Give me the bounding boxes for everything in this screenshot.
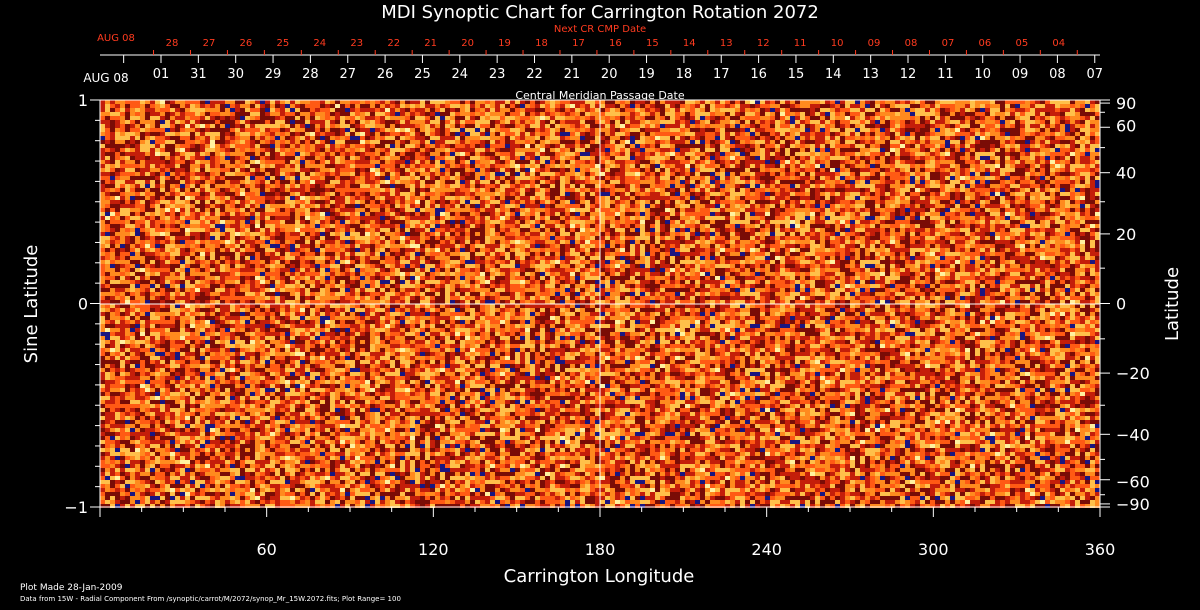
next-cmp-date-label: 16 xyxy=(609,38,622,49)
next-cmp-date-label: 28 xyxy=(166,38,179,49)
data-source-note: Data from 15W - Radial Component From /s… xyxy=(20,595,401,603)
y-tick-label-right: 60 xyxy=(1116,116,1136,135)
cmp-date-label: 26 xyxy=(377,67,394,82)
cmp-date-label: 12 xyxy=(900,67,917,82)
next-cmp-date-label: 13 xyxy=(720,38,733,49)
next-cmp-date-label: 19 xyxy=(498,38,511,49)
x-tick-label: 300 xyxy=(918,540,949,559)
next-cmp-date-label: 18 xyxy=(535,38,548,49)
cmp-date-label: 31 xyxy=(190,67,207,82)
cmp-date-label: 27 xyxy=(339,67,356,82)
cmp-date-label: 11 xyxy=(937,67,954,82)
cmp-date-label: 29 xyxy=(265,67,282,82)
cmp-date-label: 18 xyxy=(676,67,693,82)
next-cmp-date-label: 17 xyxy=(572,38,585,49)
y-tick-label-right: −60 xyxy=(1116,473,1150,492)
next-cmp-date-label: 04 xyxy=(1052,38,1065,49)
next-cmp-date-label: 11 xyxy=(794,38,807,49)
heatmap-cells xyxy=(100,100,1100,508)
cmp-date-label: 21 xyxy=(564,67,581,82)
next-cmp-date-label: 22 xyxy=(387,38,400,49)
cmp-date-label: 14 xyxy=(825,67,842,82)
cmp-date-label: 30 xyxy=(227,67,244,82)
next-cmp-date-label: 23 xyxy=(350,38,363,49)
next-cmp-date-label: 25 xyxy=(276,38,289,49)
cmp-date-label: 25 xyxy=(414,67,431,82)
cmp-date-label: 16 xyxy=(750,67,767,82)
y-tick-label-left: 0 xyxy=(78,295,88,314)
next-cmp-first-label: AUG 08 xyxy=(97,33,135,44)
next-cmp-date-label: 07 xyxy=(942,38,955,49)
y-tick-label-right: −90 xyxy=(1116,495,1150,514)
cmp-first-label: AUG 08 xyxy=(83,71,128,85)
y-tick-label-right: −20 xyxy=(1116,364,1150,383)
x-tick-label: 180 xyxy=(585,540,616,559)
next-cmp-date-label: 12 xyxy=(757,38,770,49)
y-tick-label-right: 40 xyxy=(1116,164,1136,183)
y-tick-label-right: −40 xyxy=(1116,425,1150,444)
cmp-date-label: 07 xyxy=(1086,67,1103,82)
cmp-date-label: 15 xyxy=(788,67,805,82)
top-axis-title: Central Meridian Passage Date xyxy=(515,89,684,102)
chart-title: MDI Synoptic Chart for Carrington Rotati… xyxy=(381,2,819,23)
next-cmp-date-label: 05 xyxy=(1015,38,1028,49)
y-tick-label-left: 1 xyxy=(78,91,88,110)
cmp-date-label: 13 xyxy=(862,67,879,82)
x-axis-label: Carrington Longitude xyxy=(504,566,695,587)
cmp-date-label: 08 xyxy=(1049,67,1066,82)
axes: 60 120 180 240 300 36010−1906040200−20−40−60−… xyxy=(64,38,1149,559)
cmp-date-label: 01 xyxy=(153,67,170,82)
plot-made-note: Plot Made 28-Jan-2009 xyxy=(20,583,123,593)
y-tick-label-right: 0 xyxy=(1116,295,1126,314)
next-cmp-date-label: 20 xyxy=(461,38,474,49)
cmp-date-label: 28 xyxy=(302,67,319,82)
y-tick-label-left: −1 xyxy=(64,498,88,517)
next-cmp-date-label: 26 xyxy=(240,38,253,49)
next-cmp-date-label: 09 xyxy=(868,38,881,49)
y-tick-label-right: 20 xyxy=(1116,225,1136,244)
x-tick-label: 240 xyxy=(751,540,782,559)
next-cmp-date-label: 21 xyxy=(424,38,437,49)
cmp-date-label: 20 xyxy=(601,67,618,82)
y-axis-label-left: Sine Latitude xyxy=(21,245,42,364)
cmp-date-label: 22 xyxy=(526,67,543,82)
x-tick-label: 120 xyxy=(418,540,449,559)
y-tick-label-right: 90 xyxy=(1116,94,1136,113)
cmp-date-label: 10 xyxy=(974,67,991,82)
x-tick-label: 360 xyxy=(1085,540,1116,559)
next-cmp-date-label: 08 xyxy=(905,38,918,49)
next-cmp-date-label: 15 xyxy=(646,38,659,49)
y-axis-label-right: Latitude xyxy=(1162,267,1183,341)
cmp-date-label: 24 xyxy=(452,67,469,82)
next-cmp-date-label: 06 xyxy=(979,38,992,49)
next-cmp-date-label: 24 xyxy=(313,38,326,49)
next-cmp-date-label: 10 xyxy=(831,38,844,49)
next-cmp-date-label: 14 xyxy=(683,38,696,49)
cmp-date-label: 09 xyxy=(1012,67,1029,82)
cmp-date-label: 19 xyxy=(638,67,655,82)
x-tick-label: 60 xyxy=(256,540,276,559)
next-cmp-date-label: 27 xyxy=(203,38,216,49)
heatmap-plot-area xyxy=(100,100,1100,508)
cmp-date-label: 23 xyxy=(489,67,506,82)
next-cmp-axis-title: Next CR CMP Date xyxy=(554,24,646,35)
cmp-date-label: 17 xyxy=(713,67,730,82)
